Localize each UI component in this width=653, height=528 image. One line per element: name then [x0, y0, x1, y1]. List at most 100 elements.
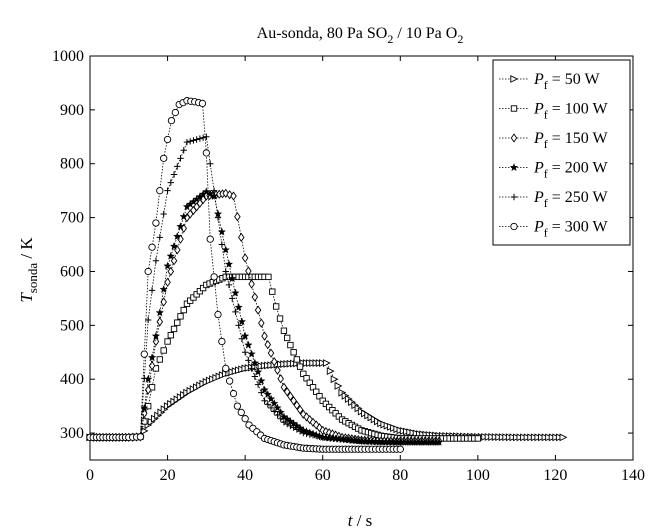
data-point — [237, 317, 247, 326]
data-point — [141, 418, 148, 425]
legend-label-300-w: Pf = 300 W — [533, 219, 609, 240]
data-point — [274, 365, 281, 375]
data-point — [251, 292, 259, 302]
y-tick-label: 600 — [60, 263, 84, 280]
data-point — [170, 325, 178, 333]
y-tick-label: 1000 — [52, 48, 84, 65]
legend-symbol: P — [533, 101, 544, 118]
data-point — [253, 367, 263, 376]
data-point — [167, 332, 174, 339]
legend-symbol: P — [533, 130, 544, 147]
data-point — [306, 379, 313, 386]
data-point — [283, 387, 291, 397]
data-point — [140, 350, 148, 358]
y-tick-label: 700 — [60, 210, 84, 227]
data-point — [270, 399, 279, 408]
data-point — [193, 136, 200, 143]
data-point — [156, 187, 164, 195]
data-point — [196, 135, 204, 142]
x-axis-label: t / s — [348, 511, 373, 528]
chart-title: Au-sonda, 80 Pa SO2 / 10 Pa O2 — [257, 25, 464, 46]
x-tick-label: 40 — [237, 467, 253, 484]
data-point — [141, 375, 148, 382]
data-point — [303, 375, 310, 382]
data-point — [224, 259, 234, 268]
data-point — [313, 388, 320, 395]
y-axis-label: Tsonda / K — [17, 237, 40, 303]
data-point — [160, 297, 167, 307]
data-point — [225, 281, 233, 289]
legend-value: = 200 W — [548, 160, 609, 177]
legend-value: = 300 W — [548, 219, 609, 236]
data-point — [167, 179, 175, 186]
data-point — [238, 335, 246, 342]
data-point — [164, 277, 171, 287]
data-point — [309, 432, 317, 439]
data-point — [148, 287, 156, 294]
legend-symbol: P — [533, 71, 544, 88]
data-point — [229, 389, 238, 398]
data-point — [217, 227, 227, 236]
legend-label-250-w: Pf = 250 W — [533, 189, 609, 210]
data-point — [316, 423, 323, 433]
data-point — [273, 403, 282, 412]
data-point — [156, 356, 163, 363]
data-point — [152, 219, 160, 227]
data-point — [303, 412, 310, 422]
data-point — [234, 302, 243, 311]
data-point — [234, 212, 241, 222]
legend-marker-200-w — [509, 163, 519, 172]
legend-marker-300-w — [510, 222, 518, 231]
data-point — [270, 357, 278, 367]
data-point — [228, 274, 237, 283]
data-point — [164, 187, 171, 194]
title-part-mid: / 10 Pa O — [393, 25, 457, 42]
data-point — [330, 375, 339, 384]
data-point — [326, 367, 335, 376]
y-axis-symbol: T — [17, 292, 36, 303]
data-point — [313, 432, 320, 440]
y-tick-label: 400 — [60, 371, 84, 388]
data-point — [559, 433, 568, 442]
data-point — [263, 390, 272, 399]
data-point — [160, 154, 168, 162]
data-point — [160, 347, 167, 354]
data-point — [396, 445, 404, 453]
data-point — [166, 251, 176, 260]
data-point — [303, 430, 310, 437]
legend-value: = 50 W — [548, 71, 601, 88]
legend-label-50-w: Pf = 50 W — [533, 71, 601, 92]
y-tick-label: 300 — [60, 425, 84, 442]
data-point — [177, 155, 184, 162]
data-point — [287, 391, 294, 401]
data-point — [296, 363, 304, 370]
data-point — [140, 403, 149, 412]
data-point — [202, 149, 211, 157]
data-point — [309, 384, 317, 391]
data-point — [280, 382, 288, 392]
data-point — [160, 210, 167, 218]
data-point — [230, 191, 237, 201]
data-point — [260, 385, 269, 394]
data-point — [296, 405, 304, 415]
data-point — [170, 171, 178, 178]
data-point — [233, 402, 242, 410]
legend-label-150-w: Pf = 150 W — [533, 130, 609, 151]
data-point — [155, 308, 165, 317]
data-point — [319, 359, 327, 367]
data-point — [248, 279, 255, 289]
data-point — [198, 99, 207, 108]
data-point — [254, 381, 262, 388]
y-tick-label: 800 — [60, 156, 84, 173]
data-point — [209, 191, 219, 200]
legend-symbol: P — [533, 219, 544, 236]
data-point — [267, 404, 275, 412]
data-point — [218, 241, 226, 248]
data-point — [316, 393, 323, 400]
data-point — [180, 147, 187, 154]
legend-box — [492, 59, 631, 246]
data-point — [156, 317, 164, 327]
series-line-100-w — [90, 276, 478, 439]
data-point — [147, 353, 157, 362]
data-point — [237, 408, 245, 417]
